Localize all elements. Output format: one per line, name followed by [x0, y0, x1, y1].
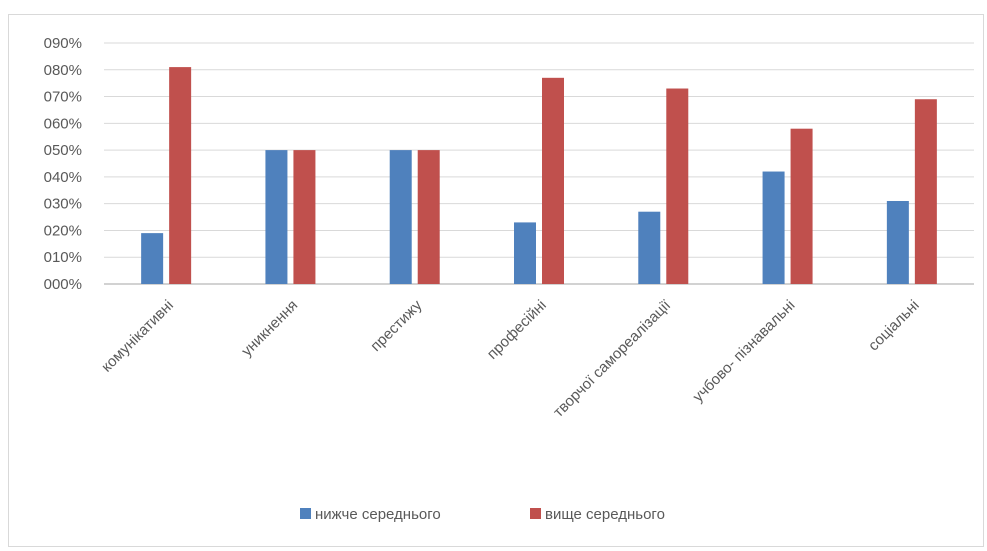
gridlines [104, 42, 974, 285]
x-category-label: престижу [367, 296, 426, 355]
y-tick-label: 050% [44, 142, 82, 159]
bar-above-average [666, 88, 689, 285]
y-tick-label: 000% [44, 276, 82, 293]
x-category-label: професійні [484, 297, 550, 363]
y-tick-label: 070% [44, 89, 82, 106]
bar-below-average [638, 211, 661, 284]
bar-above-average [169, 67, 192, 284]
y-tick-label: 010% [44, 249, 82, 266]
y-tick-label: 020% [44, 222, 82, 239]
x-category-label: учбово- пізнавальні [690, 297, 799, 406]
bar-above-average [914, 99, 937, 284]
bar-below-average [514, 222, 536, 284]
y-tick-label: 090% [44, 35, 82, 52]
x-category-label: творчої самореалізації [550, 296, 675, 421]
legend-swatch [300, 508, 311, 519]
x-category-label: комунікативні [98, 297, 177, 376]
bar-below-average [762, 171, 785, 284]
legend-label: вище середнього [545, 506, 665, 523]
bar-above-average [542, 77, 564, 284]
y-tick-label: 060% [44, 115, 82, 132]
bar-above-average [790, 128, 813, 284]
legend-swatch [530, 508, 541, 519]
bar-below-average [389, 150, 412, 284]
y-tick-label: 030% [44, 196, 82, 213]
y-tick-label: 080% [44, 62, 82, 79]
bar-below-average [141, 233, 164, 284]
x-category-label: уникнення [238, 297, 301, 360]
bar-above-average [417, 150, 440, 284]
bar-below-average [265, 150, 288, 284]
bar-below-average [886, 200, 909, 284]
legend: нижче середнього вище середнього [300, 506, 665, 523]
legend-label: нижче середнього [315, 506, 441, 523]
bar-above-average [293, 150, 316, 284]
bars [141, 67, 937, 285]
y-axis-ticks: 000% 010% 020% 030% 040% 050% 060% 070% 080% 090% [44, 35, 82, 293]
x-axis-labels: комунікативні уникнення престижу професійні… [98, 296, 923, 421]
x-category-label: соціальні [865, 297, 923, 355]
y-tick-label: 040% [44, 169, 82, 186]
